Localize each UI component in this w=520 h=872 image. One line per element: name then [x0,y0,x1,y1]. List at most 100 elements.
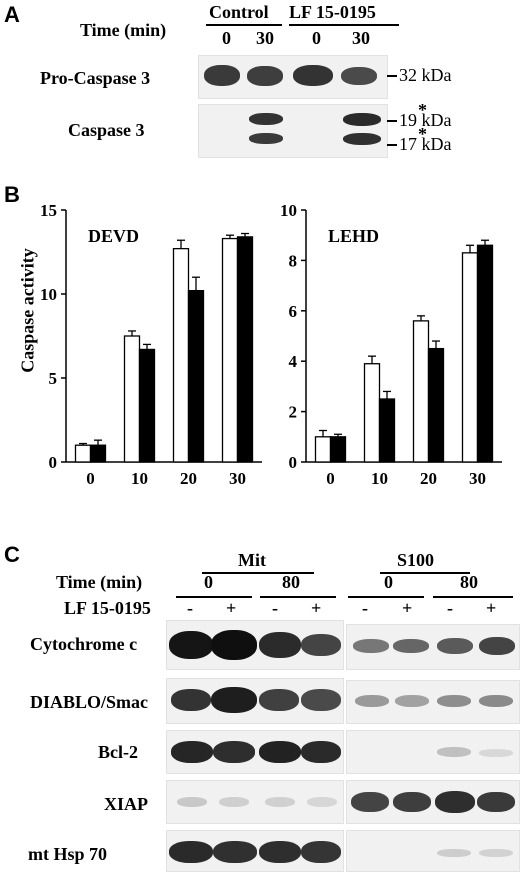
band [307,797,337,807]
devd-chart: 0 5 10 15 0 10 20 30 DEVD Time (min) [40,201,262,488]
y-tick-label: 15 [40,201,57,220]
panel-a-time-label: Time (min) [80,20,167,40]
panel-c-lf-label: LF 15-0195 [64,598,151,618]
chart-title: DEVD [88,226,139,246]
band [169,631,213,659]
band [343,133,381,145]
s100-underline [380,572,470,574]
y-tick-label: 5 [49,369,58,388]
fraction-mit: Mit [238,550,266,570]
bar [314,436,332,463]
blot-s100-xiap [346,780,520,824]
band [301,689,341,711]
band [259,841,301,863]
band [249,133,283,144]
bar [476,244,494,463]
panel-a-time-0b: 0 [312,28,321,48]
panel-c-letter: C [4,542,20,567]
y-tick-label: 10 [280,201,297,220]
band [177,797,207,807]
c-underline [348,596,424,598]
panel-a-control-underline [206,24,282,26]
marker-19kda: 19 kDa [399,110,452,130]
bar [138,348,156,463]
band [301,634,341,656]
lehd-chart: 0 2 4 6 8 10 0 10 20 30 LEHD Time (min) [280,201,502,488]
band [395,695,429,707]
marker-tick [387,144,397,146]
blot-mit-bcl2 [166,730,344,774]
sign: - [362,598,368,618]
band [213,741,255,763]
row-label-pro-caspase-3: Pro-Caspase 3 [40,68,151,88]
band [341,67,377,85]
marker-32kda: 32 kDa [399,65,452,85]
band [479,695,513,707]
panel-a-lf-underline [289,24,399,26]
asterisk-17: * [418,124,427,144]
bar [378,398,396,463]
sign: + [311,598,322,618]
blot-caspase-3 [198,104,388,158]
blot-pro-caspase-3 [198,55,388,99]
panel-a-letter: A [4,2,20,27]
fraction-s100: S100 [397,550,435,570]
y-tick-label: 8 [289,251,298,270]
bar [74,444,92,463]
band [247,66,283,86]
band [211,687,257,713]
band [211,630,257,660]
y-tick-label: 4 [289,352,298,371]
sign: - [272,598,278,618]
band [213,841,257,863]
asterisk-19: * [418,100,427,120]
band [171,689,211,711]
blot-mit-cytochrome-c [166,620,344,670]
bar [461,252,479,463]
band [479,849,513,857]
sign: + [226,598,237,618]
band [435,791,475,813]
c-underline [260,596,336,598]
mit-underline [202,572,314,574]
band [219,797,249,807]
blot-s100-bcl2 [346,730,520,774]
x-tick-label: 0 [86,469,95,488]
x-tick-label: 20 [180,469,197,488]
band [437,638,473,654]
panel-c-time-0b: 0 [384,572,393,592]
band [259,741,301,763]
band [301,841,341,863]
band [204,65,240,86]
blot-mit-diablo [166,678,344,724]
c-underline [433,596,513,598]
blot-mit-xiap [166,780,344,824]
band [351,792,389,812]
marker-17kda: 17 kDa [399,134,452,154]
band [393,792,431,812]
band [301,741,341,763]
bar [221,237,239,463]
blot-s100-cytochrome-c [346,624,520,670]
sign: - [187,598,193,618]
band [479,637,515,655]
row-label-cytochrome-c: Cytochrome c [30,634,138,654]
panel-c-time-label: Time (min) [56,572,143,592]
panel-a-group-lf: LF 15-0195 [289,2,376,22]
y-tick-label: 10 [40,285,57,304]
c-underline [176,596,252,598]
sign: + [402,598,413,618]
row-label-bcl-2: Bcl-2 [98,742,138,762]
band [265,797,295,807]
band [259,632,301,658]
bar [412,320,430,463]
marker-tick [387,120,397,122]
bar [329,436,347,463]
band [259,689,299,711]
row-label-caspase-3: Caspase 3 [68,120,145,140]
panel-b-letter: B [4,182,20,207]
band [437,747,471,757]
bar [427,347,445,463]
row-label-xiap: XIAP [104,794,148,814]
band [249,113,283,125]
